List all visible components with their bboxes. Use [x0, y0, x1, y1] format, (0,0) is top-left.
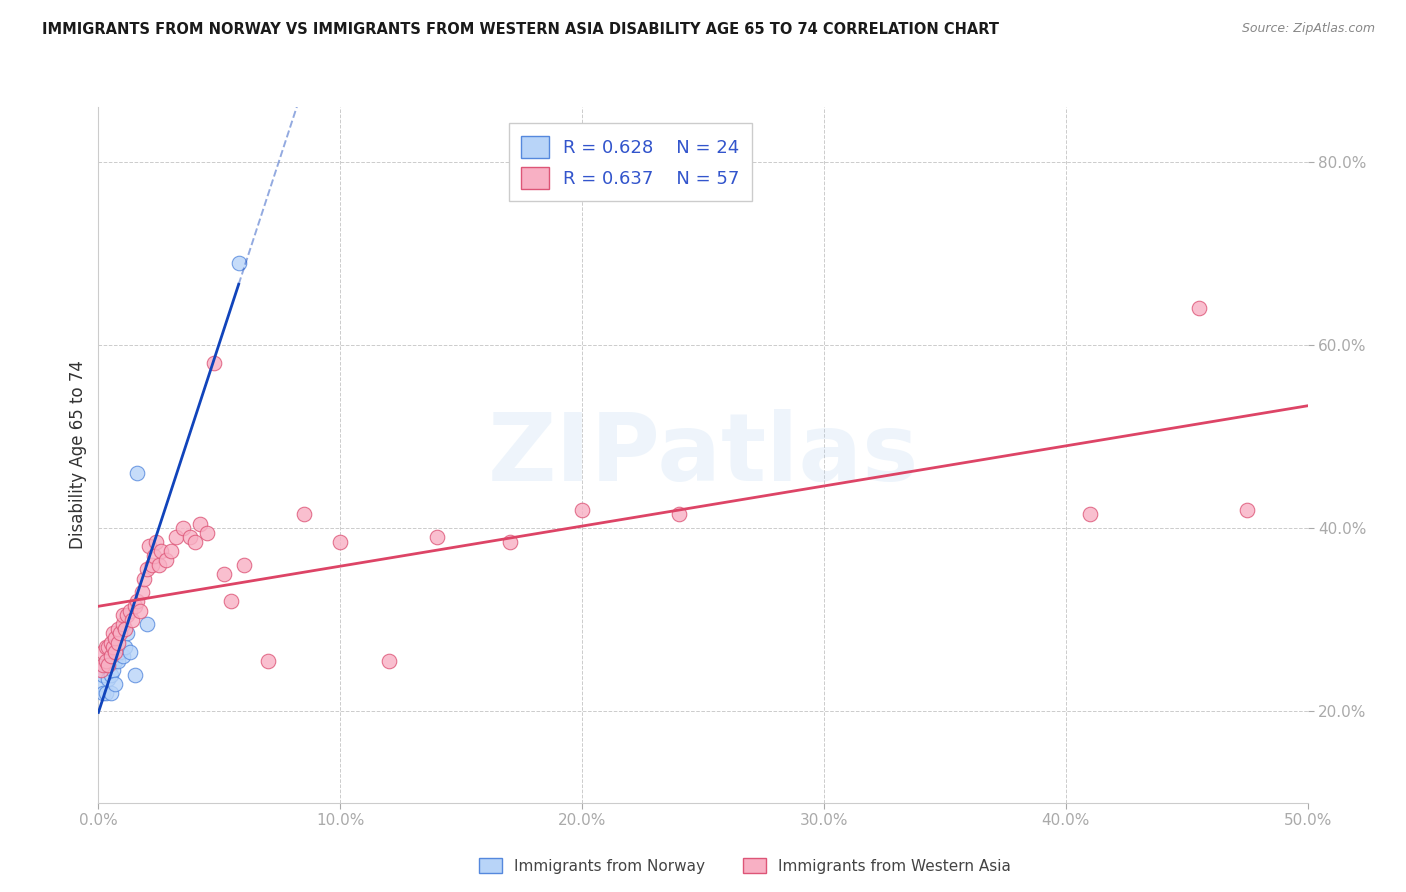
Point: [101, 663, 124, 677]
Point: [111, 608, 134, 623]
Point: [131, 585, 153, 599]
Point: [91, 667, 114, 681]
Point: [100, 686, 122, 700]
Point: [143, 549, 166, 563]
Point: [104, 654, 127, 668]
Point: [498, 534, 520, 549]
Point: [117, 608, 139, 623]
Point: [204, 356, 226, 370]
Point: [100, 635, 122, 649]
Point: [127, 594, 149, 608]
Point: [90, 663, 112, 677]
Point: [97, 654, 120, 668]
Point: [100, 667, 122, 681]
Point: [101, 640, 124, 655]
Point: [114, 640, 136, 655]
Point: [160, 544, 183, 558]
Point: [228, 255, 250, 269]
Point: [188, 516, 211, 531]
Text: IMMIGRANTS FROM NORWAY VS IMMIGRANTS FROM WESTERN ASIA DISABILITY AGE 65 TO 74 C: IMMIGRANTS FROM NORWAY VS IMMIGRANTS FRO…: [42, 22, 1000, 37]
Point: [256, 654, 278, 668]
Point: [377, 654, 399, 668]
Legend: Immigrants from Norway, Immigrants from Western Asia: Immigrants from Norway, Immigrants from …: [472, 852, 1018, 880]
Point: [221, 594, 243, 608]
Point: [107, 635, 129, 649]
Point: [97, 640, 120, 655]
Point: [111, 617, 134, 632]
Point: [184, 534, 207, 549]
Point: [1236, 503, 1258, 517]
Point: [1188, 301, 1211, 316]
Point: [128, 603, 150, 617]
Point: [107, 622, 129, 636]
Point: [104, 645, 127, 659]
Point: [114, 622, 136, 636]
Point: [148, 558, 170, 572]
Point: [100, 649, 122, 664]
Point: [150, 544, 173, 558]
Point: [135, 617, 157, 632]
Point: [155, 553, 177, 567]
Point: [195, 525, 218, 540]
Point: [145, 534, 167, 549]
Point: [138, 540, 160, 554]
Point: [107, 654, 129, 668]
Point: [111, 649, 134, 664]
Point: [165, 530, 187, 544]
Point: [172, 521, 194, 535]
Point: [571, 503, 593, 517]
Point: [108, 645, 131, 659]
Legend: R = 0.628    N = 24, R = 0.637    N = 57: R = 0.628 N = 24, R = 0.637 N = 57: [509, 123, 752, 202]
Point: [134, 572, 156, 586]
Point: [101, 626, 124, 640]
Point: [117, 626, 139, 640]
Point: [426, 530, 449, 544]
Point: [124, 667, 146, 681]
Point: [104, 677, 127, 691]
Point: [94, 686, 117, 700]
Y-axis label: Disability Age 65 to 74: Disability Age 65 to 74: [69, 360, 87, 549]
Point: [108, 626, 131, 640]
Point: [91, 686, 114, 700]
Point: [97, 672, 120, 686]
Point: [104, 631, 127, 645]
Text: ZIPatlas: ZIPatlas: [488, 409, 918, 501]
Text: Source: ZipAtlas.com: Source: ZipAtlas.com: [1241, 22, 1375, 36]
Point: [135, 562, 157, 576]
Point: [668, 508, 690, 522]
Point: [124, 599, 146, 613]
Point: [232, 558, 254, 572]
Point: [127, 467, 149, 481]
Point: [97, 658, 120, 673]
Point: [212, 566, 235, 581]
Point: [94, 640, 117, 655]
Point: [1078, 508, 1101, 522]
Point: [329, 534, 352, 549]
Point: [91, 658, 114, 673]
Point: [141, 558, 163, 572]
Point: [292, 508, 315, 522]
Point: [118, 645, 141, 659]
Point: [91, 645, 114, 659]
Point: [118, 603, 141, 617]
Point: [179, 530, 201, 544]
Point: [101, 649, 124, 664]
Point: [94, 654, 117, 668]
Point: [100, 654, 122, 668]
Point: [94, 658, 117, 673]
Point: [121, 613, 143, 627]
Point: [90, 677, 112, 691]
